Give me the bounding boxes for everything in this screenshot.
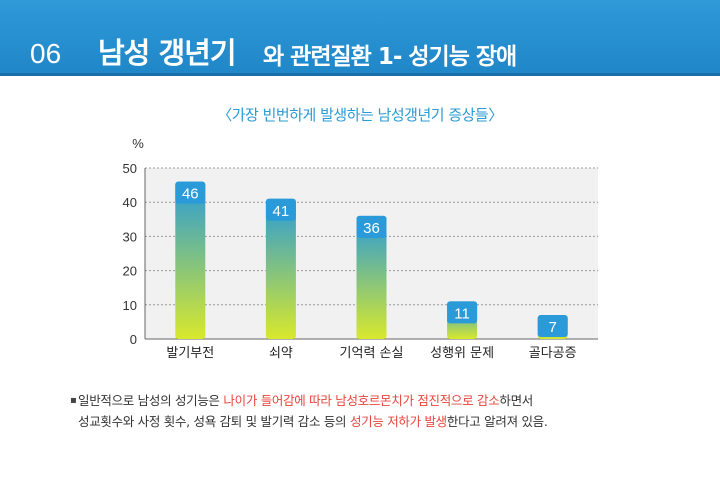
data-label: 46 [182, 186, 199, 203]
x-tick-label: 발기부전 [166, 346, 214, 361]
data-label-bg [265, 198, 296, 221]
x-tick-label: 쇠약 [269, 346, 293, 361]
x-tick-label: 골다공증 [529, 346, 577, 361]
y-tick-label: 30 [123, 229, 137, 244]
page-title: 남성 갱년기 [98, 36, 236, 70]
note-highlight: 성기능 저하가 발생 [349, 414, 447, 429]
note-text: 일반적으로 남성의 성기능은 [78, 393, 224, 408]
note-highlight: 나이가 들어감에 따라 남성호르몬치가 점진적으로 감소 [223, 393, 500, 408]
bar [356, 215, 387, 339]
section-number: 06 [30, 38, 62, 69]
y-tick-label: 0 [130, 332, 137, 347]
bar [265, 198, 296, 339]
bar [175, 181, 206, 339]
page-subtitle: 와 관련질환 1- 성기능 장애 [263, 44, 517, 70]
data-label: 41 [273, 203, 290, 220]
data-label-bg [537, 315, 568, 338]
y-tick-label: 10 [123, 298, 137, 313]
note-line-2: 성교횟수와 사정 횟수, 성욕 감퇴 및 발기력 감소 등의 성기능 저하가 발… [78, 411, 638, 432]
bullet-icon: ▪ [70, 395, 77, 406]
x-tick-label: 성행위 문제 [430, 345, 494, 361]
data-label: 36 [363, 220, 380, 237]
y-axis-label: % [132, 136, 144, 151]
data-label-bg [447, 301, 478, 324]
description-note: ▪ 일반적으로 남성의 성기능은 나이가 들어감에 따라 남성호르몬치가 점진적… [70, 390, 638, 432]
data-label-bg [356, 215, 387, 238]
chart-title: 〈가장 빈번하게 발생하는 남성갱년기 증상들〉 [217, 106, 503, 124]
data-label: 7 [549, 319, 557, 336]
y-tick-label: 40 [123, 195, 137, 210]
x-tick-label: 기억력 손실 [340, 346, 404, 361]
note-text: 하면서 [499, 393, 533, 408]
data-label: 11 [454, 305, 470, 322]
y-tick-label: 50 [123, 161, 137, 176]
data-label-bg [175, 181, 206, 204]
note-text: 성교횟수와 사정 횟수, 성욕 감퇴 및 발기력 감소 등의 [78, 414, 350, 429]
y-tick-label: 20 [123, 264, 137, 279]
note-text: 한다고 알려져 있음. [446, 414, 548, 429]
bar-chart: 0 10 20 30 40 50% 46 발기부전 41 쇠약 36 기억력 손실 11 성행위 문제 7 골… [123, 136, 598, 361]
header-bar: 06 남성 갱년기 와 관련질환 1- 성기능 장애 [0, 0, 720, 76]
note-line-1: 일반적으로 남성의 성기능은 나이가 들어감에 따라 남성호르몬치가 점진적으로… [78, 390, 638, 411]
